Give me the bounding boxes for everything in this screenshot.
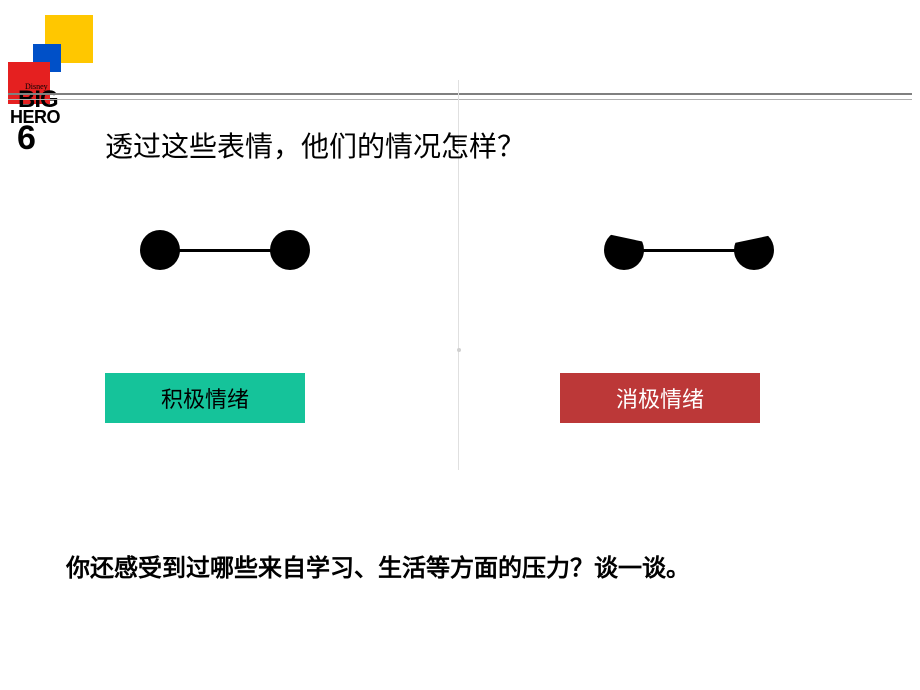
face-negative [602, 228, 772, 288]
eye-connector [178, 249, 272, 252]
center-dot [457, 348, 461, 352]
label-positive: 积极情绪 [105, 373, 305, 423]
separator-line-lower [8, 99, 912, 100]
face-positive [140, 230, 310, 290]
eye-left [140, 230, 180, 270]
eye-connector-angry [642, 249, 736, 252]
label-positive-text: 积极情绪 [161, 382, 249, 414]
separator-line-upper [8, 93, 912, 95]
eye-right [270, 230, 310, 270]
bottom-text: 你还感受到过哪些来自学习、生活等方面的压力？谈一谈。 [66, 548, 690, 583]
label-negative: 消极情绪 [560, 373, 760, 423]
label-negative-text: 消极情绪 [616, 382, 704, 414]
logo-six: 6 [17, 124, 36, 153]
heading-text: 透过这些表情，他们的情况怎样？ [105, 125, 525, 165]
